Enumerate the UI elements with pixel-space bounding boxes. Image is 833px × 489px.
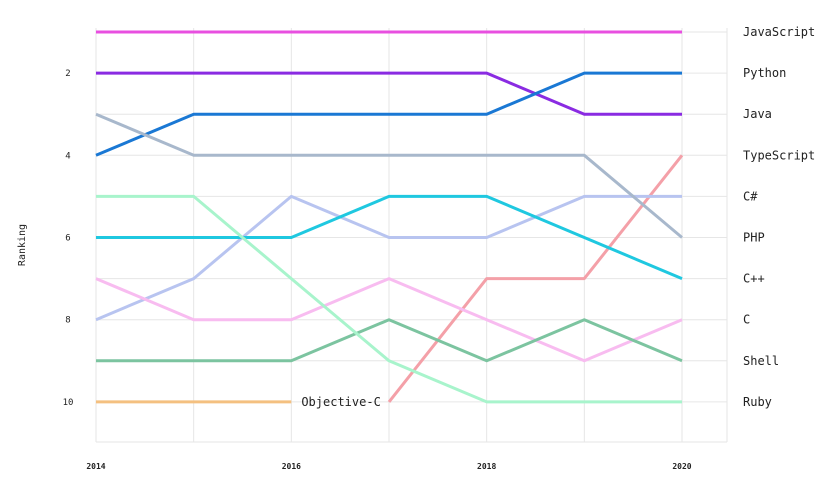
right-label-shell: Shell — [743, 354, 779, 368]
grid-layer — [95, 28, 728, 443]
series-line-c- — [96, 194, 683, 280]
x-tick-label-2018: 2018 — [477, 462, 496, 471]
series-line-java — [95, 71, 682, 157]
x-tick-label-2020: 2020 — [672, 462, 691, 471]
right-label-ruby: Ruby — [743, 395, 772, 409]
label-layer: JavaScript Python Java TypeScript C# PHP C++ C S… — [301, 25, 815, 409]
series-line-python — [96, 71, 682, 116]
series-line-shell — [96, 318, 683, 363]
y-tick-label-4: 4 — [65, 151, 70, 161]
annotation-objective-c: Objective-C — [301, 395, 380, 409]
series-line-c- — [95, 194, 682, 322]
right-label-javascript: JavaScript — [743, 25, 815, 39]
right-label-c-: C++ — [743, 272, 765, 286]
right-label-c: C — [743, 313, 750, 327]
right-label-python: Python — [743, 66, 786, 80]
right-label-c-: C# — [743, 189, 758, 203]
x-tick-label-2014: 2014 — [86, 462, 105, 471]
axis-layer: 2 4 6 8 10 2014 2016 2018 2020 — [63, 69, 692, 471]
series-layer — [95, 30, 684, 404]
right-label-java: Java — [743, 107, 772, 121]
y-tick-label-10: 10 — [63, 398, 74, 408]
y-axis-label: Ranking — [17, 224, 28, 266]
x-tick-label-2016: 2016 — [282, 462, 301, 471]
right-label-php: PHP — [743, 231, 765, 245]
series-line-ruby — [96, 194, 682, 404]
y-tick-label-2: 2 — [65, 69, 70, 79]
series-line-php — [95, 112, 683, 239]
y-tick-label-8: 8 — [65, 316, 70, 326]
y-tick-label-6: 6 — [65, 234, 70, 244]
right-label-typescript: TypeScript — [743, 148, 815, 162]
series-line-c — [95, 277, 683, 363]
